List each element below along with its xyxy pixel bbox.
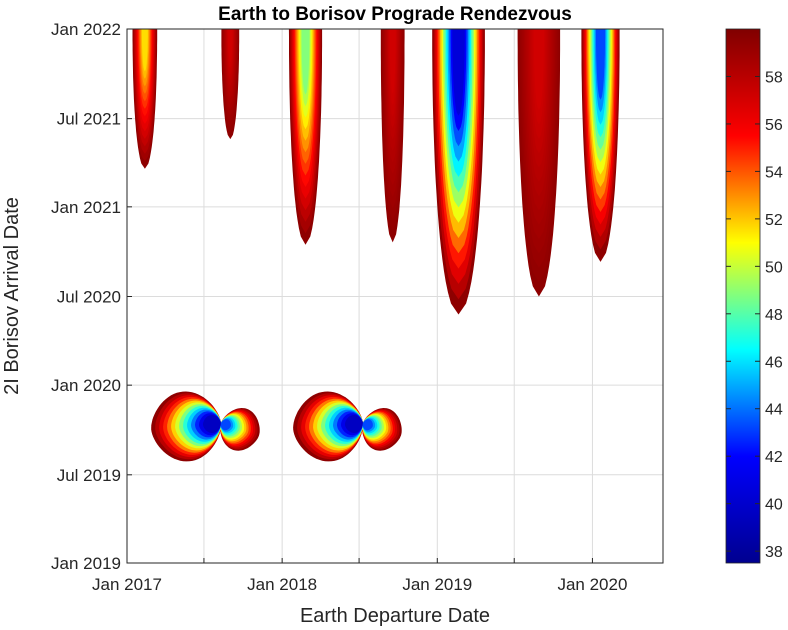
contour-band	[220, 419, 231, 431]
y-tick-label: Jan 2019	[51, 554, 121, 573]
contour-region-4	[380, 29, 405, 243]
contour-region-3	[288, 29, 323, 245]
contour-regions	[132, 29, 620, 462]
x-tick-label: Jan 2018	[247, 575, 317, 594]
colorbar-ticks: 38 40 42 44 46 48 50 52 54 56 58	[726, 69, 783, 561]
contour-region-9	[293, 391, 402, 462]
contour-band	[533, 29, 544, 111]
y-axis-ticks: Jan 2019 Jul 2019 Jan 2020 Jul 2020 Jan 2021…	[51, 20, 132, 573]
contour-band	[203, 415, 221, 433]
colorbar-tick-label: 40	[765, 497, 783, 514]
colorbar-tick-label: 46	[765, 354, 783, 371]
x-axis-title: Earth Departure Date	[300, 605, 490, 627]
contour-region-8	[151, 391, 260, 462]
colorbar-tick-label: 50	[765, 259, 783, 276]
colorbar-tick-label: 56	[765, 117, 783, 134]
contour-region-1	[132, 29, 158, 169]
y-axis-title: 2I Borisov Arrival Date	[1, 197, 23, 395]
contour-band	[596, 29, 606, 100]
y-tick-label: Jul 2019	[57, 466, 121, 485]
x-tick-label: Jan 2019	[402, 575, 472, 594]
x-tick-label: Jan 2017	[92, 575, 162, 594]
y-tick-label: Jan 2021	[51, 198, 121, 217]
y-tick-label: Jul 2021	[57, 110, 121, 129]
colorbar-tick-label: 54	[765, 164, 783, 181]
contour-band	[452, 29, 465, 116]
contour-band	[141, 29, 148, 72]
contour-band	[228, 29, 233, 63]
colorbar-tick-label: 48	[765, 307, 783, 324]
y-tick-label: Jan 2022	[51, 20, 121, 39]
contour-region-6	[517, 29, 561, 297]
contour-region-7	[581, 29, 620, 262]
colorbar-tick-label: 42	[765, 449, 783, 466]
contour-region-2	[221, 29, 240, 140]
x-tick-label: Jan 2020	[557, 575, 627, 594]
colorbar-tick-label: 44	[765, 402, 783, 419]
colorbar	[725, 28, 761, 564]
contour-band	[362, 419, 373, 431]
contour-band	[345, 415, 363, 433]
contour-band	[389, 29, 396, 94]
colorbar-tick-label: 52	[765, 212, 783, 229]
x-axis-ticks: Jan 2017 Jan 2018 Jan 2019 Jan 2020	[92, 558, 627, 594]
contour-region-5	[432, 29, 485, 315]
contour-band	[301, 29, 310, 95]
colorbar-tick-label: 58	[765, 69, 783, 86]
chart-title: Earth to Borisov Prograde Rendezvous	[218, 4, 572, 25]
y-tick-label: Jan 2020	[51, 376, 121, 395]
colorbar-tick-label: 38	[765, 544, 783, 561]
y-tick-label: Jul 2020	[57, 287, 121, 306]
